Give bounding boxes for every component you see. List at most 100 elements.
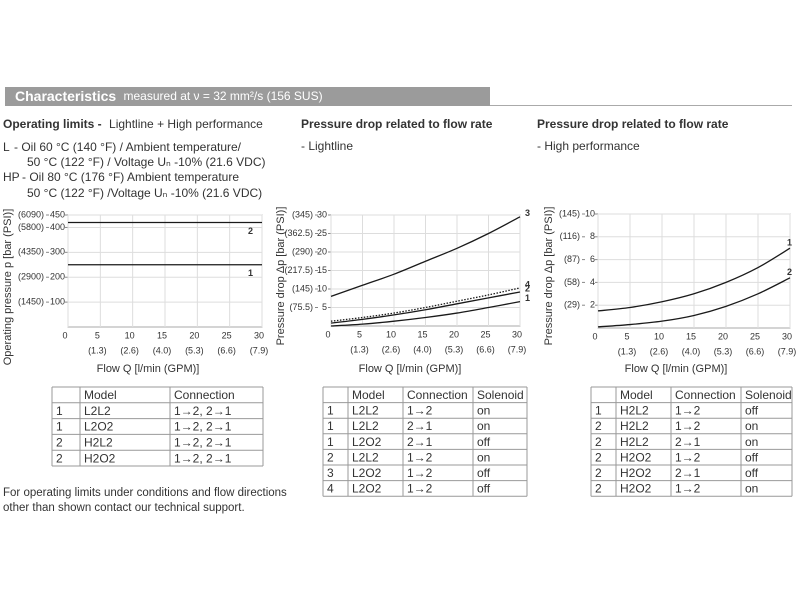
chart-title: Pressure drop related to flow rate [537, 117, 729, 131]
y-tick-label: 20 [317, 246, 327, 256]
curve [330, 287, 521, 322]
table-cell: on [477, 419, 490, 433]
section-heading: Operating limits - Lightline + High perf… [3, 117, 263, 131]
condition-line: - Oil 80 °C (176 °F) Ambient temperature [22, 170, 239, 184]
curve-label: 2 [525, 283, 530, 293]
table-cell: off [477, 482, 491, 496]
y-axis-label: Pressure drop Δp [bar (PSI)] [543, 207, 555, 346]
y-tick-label: 25 [317, 228, 327, 238]
y-tick-label: 4 [590, 277, 595, 287]
table-cell: 1 [327, 419, 334, 433]
table-cell: 2 [327, 450, 334, 464]
y-tick-label: 30 [317, 209, 327, 219]
curve-label: 1 [787, 238, 792, 248]
y-tick-label: 100 [50, 296, 65, 306]
y-tick-label: 10 [585, 208, 595, 218]
x2-tick-label: (5.3) [714, 346, 733, 356]
table-cell: H2L2 [620, 419, 649, 433]
heading-bold: Operating limits - [3, 117, 102, 131]
table-cell: off [745, 404, 759, 418]
y2-tick-label: (2900) [18, 272, 44, 282]
curve-label: 3 [525, 208, 530, 218]
curve-label: 4 [525, 279, 530, 289]
table-cell: L2L2 [352, 419, 379, 433]
x2-tick-label: (7.9) [250, 345, 269, 355]
table-cell: 1→2, 2→1 [174, 404, 232, 418]
x-tick-label: 25 [750, 331, 760, 341]
x-tick-label: 25 [222, 330, 232, 340]
table-cell: 1→2, 2→1 [174, 435, 232, 449]
x-tick-label: 20 [449, 329, 459, 339]
y-tick-label: 6 [590, 254, 595, 264]
table-cell: off [745, 450, 759, 464]
x-tick-label: 10 [386, 329, 396, 339]
y-axis-label: Pressure drop Δp [bar (PSI)] [275, 207, 287, 346]
x2-tick-label: (6.6) [746, 346, 765, 356]
header-band [5, 87, 490, 106]
y-tick-label: 200 [50, 272, 65, 282]
table-cell: off [477, 466, 491, 480]
x2-tick-label: (2.6) [382, 344, 401, 354]
table-cell: 1→2 [407, 404, 433, 418]
x-tick-label: 20 [718, 331, 728, 341]
table-cell: 2→1 [675, 466, 701, 480]
y-tick-label: 8 [590, 231, 595, 241]
table-cell: 2 [56, 451, 63, 465]
x-tick-label: 0 [62, 330, 67, 340]
x-tick-label: 10 [654, 331, 664, 341]
x-tick-label: 5 [357, 329, 362, 339]
table-cell: 2 [595, 435, 602, 449]
curve [597, 247, 791, 312]
table-cell: L2L2 [352, 450, 379, 464]
table-cell: on [477, 450, 490, 464]
y-tick-label: 2 [590, 300, 595, 310]
table-header: Solenoid [745, 388, 792, 402]
table-cell: H2L2 [620, 404, 649, 418]
x-tick-label: 5 [624, 331, 629, 341]
table-cell: 2 [595, 419, 602, 433]
curve [330, 216, 521, 298]
table-cell: 3 [327, 466, 334, 480]
condition-line: 50 °C (122 °F) /Voltage Uₙ -10% (21.6 VD… [27, 186, 262, 200]
table-cell: 1 [56, 420, 63, 434]
table-cell: 1→2 [407, 482, 433, 496]
condition-line: - Oil 60 °C (140 °F) / Ambient temperatu… [14, 140, 242, 154]
chart-subtitle: - Lightline [301, 139, 353, 153]
x2-tick-label: (6.6) [476, 344, 495, 354]
x-tick-label: 10 [125, 330, 135, 340]
table-cell: 1→2 [675, 482, 701, 496]
curve [597, 277, 791, 328]
table-cell: 2 [595, 482, 602, 496]
condition-label: L [3, 140, 10, 154]
curve-label: 2 [787, 267, 792, 277]
table-header: Connection [407, 388, 468, 402]
x2-tick-label: (1.3) [618, 346, 637, 356]
y-tick-label: 10 [317, 283, 327, 293]
y2-tick-label: (217.5) [284, 265, 313, 275]
table-cell: H2O2 [620, 466, 652, 480]
x2-tick-label: (1.3) [88, 345, 107, 355]
table-cell: 1→2 [407, 466, 433, 480]
table-cell: on [745, 435, 758, 449]
y2-tick-label: (290) [292, 246, 313, 256]
curve-label: 2 [248, 226, 253, 236]
table-cell: H2L2 [620, 435, 649, 449]
x-tick-label: 20 [189, 330, 199, 340]
table-cell: 1 [56, 404, 63, 418]
x2-tick-label: (6.6) [217, 345, 236, 355]
footnote: other than shown contact our technical s… [3, 502, 245, 514]
table-cell: 1→2 [675, 404, 701, 418]
table-cell: 1 [595, 404, 602, 418]
x-tick-label: 30 [782, 331, 792, 341]
table-cell: L2L2 [352, 404, 379, 418]
table-cell: L2L2 [84, 404, 111, 418]
y-axis-label: Operating pressure p [bar (PSI)] [2, 209, 14, 366]
x2-tick-label: (2.6) [120, 345, 139, 355]
table-header: Model [84, 388, 117, 402]
footnote: For operating limits under conditions an… [3, 487, 287, 499]
x-axis-label: Flow Q [l/min (GPM)] [625, 363, 728, 375]
y2-tick-label: (145) [559, 208, 580, 218]
table-cell: L2O2 [352, 466, 382, 480]
